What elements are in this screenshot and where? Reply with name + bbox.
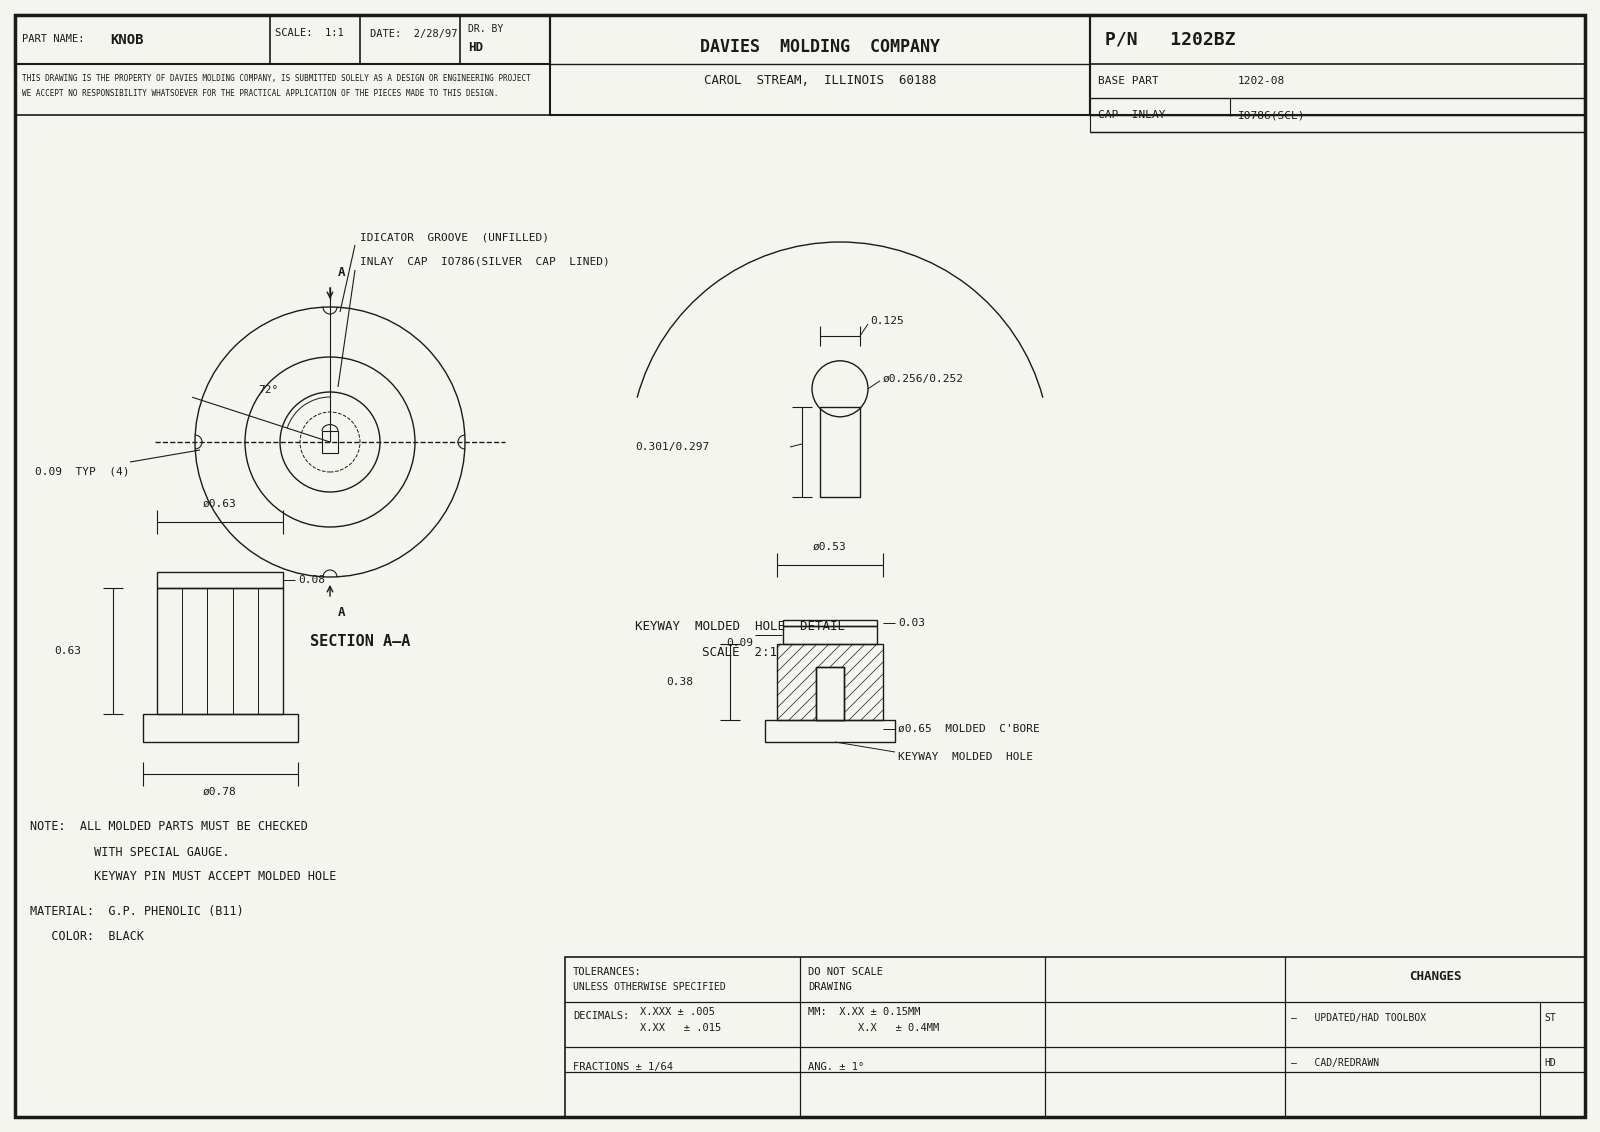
Bar xyxy=(1090,15,1586,115)
Text: –   CAD/REDRAWN: – CAD/REDRAWN xyxy=(1291,1058,1379,1067)
Text: WE ACCEPT NO RESPONSIBILITY WHATSOEVER FOR THE PRACTICAL APPLICATION OF THE PIEC: WE ACCEPT NO RESPONSIBILITY WHATSOEVER F… xyxy=(22,89,498,98)
Text: DATE:  2/28/97: DATE: 2/28/97 xyxy=(370,28,458,38)
Text: X.XXX ± .005: X.XXX ± .005 xyxy=(640,1007,715,1017)
Text: SCALE  2:1: SCALE 2:1 xyxy=(702,645,778,659)
Text: 0.09: 0.09 xyxy=(726,638,754,648)
Text: INLAY  CAP  IO786(SILVER  CAP  LINED): INLAY CAP IO786(SILVER CAP LINED) xyxy=(360,257,610,267)
Text: PART NAME:: PART NAME: xyxy=(22,34,85,44)
Bar xyxy=(550,15,1090,115)
Text: A: A xyxy=(338,606,346,618)
Text: 0.03: 0.03 xyxy=(898,618,925,628)
Bar xyxy=(1090,115,1586,132)
Text: KEYWAY  MOLDED  HOLE: KEYWAY MOLDED HOLE xyxy=(898,752,1034,762)
Text: FRACTIONS ± 1/64: FRACTIONS ± 1/64 xyxy=(573,1062,674,1072)
Text: UNLESS OTHERWISE SPECIFIED: UNLESS OTHERWISE SPECIFIED xyxy=(573,981,726,992)
Bar xyxy=(322,431,338,453)
Text: ANG. ± 1°: ANG. ± 1° xyxy=(808,1062,864,1072)
Text: WITH SPECIAL GAUGE.: WITH SPECIAL GAUGE. xyxy=(30,846,229,858)
Text: ø0.78: ø0.78 xyxy=(203,787,237,797)
Text: THIS DRAWING IS THE PROPERTY OF DAVIES MOLDING COMPANY, IS SUBMITTED SOLELY AS A: THIS DRAWING IS THE PROPERTY OF DAVIES M… xyxy=(22,74,531,83)
Text: IO786(SCL): IO786(SCL) xyxy=(1238,110,1306,120)
Text: ø0.65  MOLDED  C'BORE: ø0.65 MOLDED C'BORE xyxy=(898,723,1040,734)
Text: BASE PART: BASE PART xyxy=(1098,76,1158,86)
Bar xyxy=(819,408,861,497)
Text: SCALE:  1:1: SCALE: 1:1 xyxy=(275,28,344,38)
Text: IDICATOR  GROOVE  (UNFILLED): IDICATOR GROOVE (UNFILLED) xyxy=(360,232,549,242)
Text: ø0.256/0.252: ø0.256/0.252 xyxy=(883,374,963,384)
Text: A: A xyxy=(338,266,346,278)
Text: X.XX   ± .015: X.XX ± .015 xyxy=(640,1023,722,1034)
Text: SECTION A–A: SECTION A–A xyxy=(310,635,410,650)
Bar xyxy=(157,588,283,714)
Text: KEYWAY PIN MUST ACCEPT MOLDED HOLE: KEYWAY PIN MUST ACCEPT MOLDED HOLE xyxy=(30,871,336,883)
Text: 0.301/0.297: 0.301/0.297 xyxy=(635,441,709,452)
Text: CHANGES: CHANGES xyxy=(1408,970,1461,984)
Text: ø0.63: ø0.63 xyxy=(203,499,237,509)
Text: KEYWAY  MOLDED  HOLE  DETAIL: KEYWAY MOLDED HOLE DETAIL xyxy=(635,620,845,634)
Text: COLOR:  BLACK: COLOR: BLACK xyxy=(30,931,144,943)
Text: DECIMALS:: DECIMALS: xyxy=(573,1011,629,1021)
Text: DO NOT SCALE: DO NOT SCALE xyxy=(808,967,883,977)
Bar xyxy=(816,667,845,720)
Bar xyxy=(14,65,550,115)
Text: ø0.53: ø0.53 xyxy=(813,542,846,552)
Bar xyxy=(816,667,845,720)
Bar xyxy=(778,644,883,720)
Text: HD: HD xyxy=(1544,1058,1555,1067)
Text: CAROL  STREAM,  ILLINOIS  60188: CAROL STREAM, ILLINOIS 60188 xyxy=(704,75,936,87)
Bar xyxy=(157,572,283,588)
Text: P/N   1202BZ: P/N 1202BZ xyxy=(1106,31,1235,49)
Text: 0.09  TYP  (4): 0.09 TYP (4) xyxy=(35,468,130,477)
Text: 0.38: 0.38 xyxy=(667,677,693,687)
Text: ST: ST xyxy=(1544,1013,1555,1023)
Bar xyxy=(565,957,1586,1117)
Bar xyxy=(782,620,877,626)
Bar xyxy=(765,720,894,741)
Text: 0.08: 0.08 xyxy=(298,575,325,585)
Text: 1202-08: 1202-08 xyxy=(1238,76,1285,86)
Text: MM:  X.XX ± 0.15MM: MM: X.XX ± 0.15MM xyxy=(808,1007,920,1017)
Bar xyxy=(142,714,298,741)
Bar xyxy=(782,626,877,644)
Text: HD: HD xyxy=(467,41,483,54)
Text: –   UPDATED/HAD TOOLBOX: – UPDATED/HAD TOOLBOX xyxy=(1291,1013,1426,1023)
Text: DRAWING: DRAWING xyxy=(808,981,851,992)
Bar xyxy=(14,15,550,65)
Text: 0.63: 0.63 xyxy=(54,646,82,657)
Text: DR. BY: DR. BY xyxy=(467,25,504,34)
Text: MATERIAL:  G.P. PHENOLIC (B11): MATERIAL: G.P. PHENOLIC (B11) xyxy=(30,906,243,918)
Text: KNOB: KNOB xyxy=(110,33,144,46)
Text: 0.125: 0.125 xyxy=(870,316,904,326)
Text: TOLERANCES:: TOLERANCES: xyxy=(573,967,642,977)
Text: CAP  INLAY: CAP INLAY xyxy=(1098,110,1165,120)
Text: 72°: 72° xyxy=(258,385,278,395)
Text: X.X   ± 0.4MM: X.X ± 0.4MM xyxy=(808,1023,939,1034)
Text: NOTE:  ALL MOLDED PARTS MUST BE CHECKED: NOTE: ALL MOLDED PARTS MUST BE CHECKED xyxy=(30,821,307,833)
Text: DAVIES  MOLDING  COMPANY: DAVIES MOLDING COMPANY xyxy=(701,38,941,55)
